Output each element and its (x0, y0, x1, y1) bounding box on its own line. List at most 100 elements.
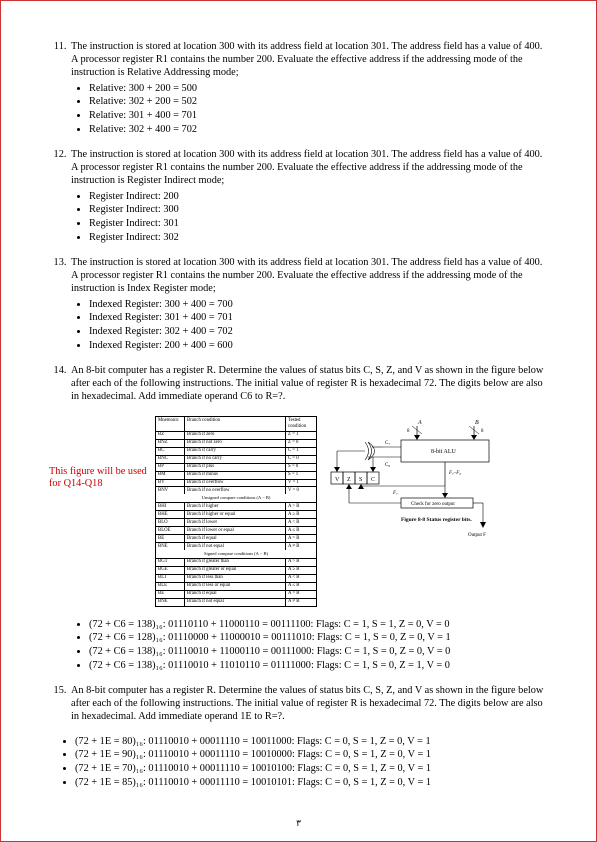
table-row: BZBranch if zeroZ = 1 (156, 432, 316, 440)
q14-answers: (72 + C6 = 138)₁₆: 01110110 + 11000110 =… (49, 619, 548, 673)
cell-mnemonic: BNE (156, 543, 185, 550)
table-row: BEBranch if equalA = B (156, 591, 316, 599)
q11-prompt: The instruction is stored at location 30… (71, 41, 542, 78)
cell-mnemonic: BNE (156, 599, 185, 606)
cell-mnemonic: BLOE (156, 527, 185, 534)
figure-wrap: Mnemonic Branch condition Tested conditi… (155, 416, 548, 607)
table-row: BCBranch if carryC = 1 (156, 448, 316, 456)
svg-text:V: V (335, 477, 340, 483)
label-c7: C₇ (385, 441, 390, 446)
table-row: BLTBranch if less thanA < B (156, 575, 316, 583)
question-list-2: An 8-bit computer has a register R. Dete… (49, 685, 548, 724)
label-b: B (475, 420, 479, 426)
cell-tested: V = 1 (286, 480, 316, 487)
hdr-condition: Branch condition (185, 417, 286, 431)
cell-tested: A = B (286, 535, 316, 542)
q12-opt-d: Register Indirect: 302 (89, 232, 548, 245)
alu-label: 8-bit ALU (431, 449, 456, 455)
cell-mnemonic: BLO (156, 519, 185, 526)
cell-tested: A = B (286, 591, 316, 598)
cell-condition: Branch if overflow (185, 480, 286, 487)
table-row: BVBranch if overflowV = 1 (156, 480, 316, 488)
table-block-2: BHIBranch if higherA > BBHEBranch if hig… (156, 503, 316, 550)
svg-text:S: S (359, 477, 362, 483)
question-13: The instruction is stored at location 30… (69, 257, 548, 353)
cell-condition: Branch if no overflow (185, 487, 286, 494)
svg-text:F₇–F₀: F₇–F₀ (448, 471, 461, 476)
table-row: BNVBranch if no overflowV = 0 (156, 487, 316, 494)
question-11: The instruction is stored at location 30… (69, 41, 548, 137)
cell-condition: Branch if not equal (185, 543, 286, 550)
q14-ans-c: (72 + C6 = 138)₁₆: 01110010 + 11000110 =… (89, 646, 548, 659)
question-14: An 8-bit computer has a register R. Dete… (69, 365, 548, 404)
label-c8: C₈ (385, 463, 390, 468)
q12-opt-c: Register Indirect: 301 (89, 218, 548, 231)
cell-condition: Branch if less or equal (185, 583, 286, 590)
cell-mnemonic: BNZ (156, 440, 185, 447)
cell-condition: Branch if carry (185, 448, 286, 455)
cell-tested: V = 0 (286, 487, 316, 494)
cell-tested: A ≤ B (286, 527, 316, 534)
table-row: BGTBranch if greater thanA > B (156, 559, 316, 567)
svg-text:Z: Z (347, 477, 351, 483)
table-row: BHEBranch if higher or equalA ≥ B (156, 511, 316, 519)
q15-ans-a: (72 + 1E = 80)₁₆: 01110010 + 00011110 = … (75, 736, 548, 749)
cell-mnemonic: BP (156, 464, 185, 471)
q13-prompt: The instruction is stored at location 30… (71, 257, 542, 294)
cell-tested: A > B (286, 559, 316, 566)
cell-condition: Branch if no carry (185, 456, 286, 463)
table-block-3: BGTBranch if greater thanA > BBGEBranch … (156, 559, 316, 606)
table-row: BNCBranch if no carryC = 0 (156, 456, 316, 464)
cell-tested: A < B (286, 519, 316, 526)
label-a: A (417, 420, 422, 426)
fig-caption: Figure 8-8 Status register bits. (401, 517, 472, 523)
table-header: Mnemonic Branch condition Tested conditi… (156, 417, 316, 432)
q11-options: Relative: 300 + 200 = 500 Relative: 302 … (71, 83, 548, 137)
table-row: BGEBranch if greater or equalA ≥ B (156, 567, 316, 575)
table-block-1: BZBranch if zeroZ = 1BNZBranch if not ze… (156, 432, 316, 495)
cell-tested: A ≥ B (286, 567, 316, 574)
cell-condition: Branch if equal (185, 591, 286, 598)
hdr-tested: Tested condition (286, 417, 316, 431)
cell-mnemonic: BV (156, 480, 185, 487)
table-section-2: Signed compare conditions (A − B) (156, 550, 316, 559)
q15-ans-c: (72 + 1E = 70)₁₆: 01110010 + 00011110 = … (75, 763, 548, 776)
figure-note: This figure will be used for Q14-Q18 (49, 466, 149, 492)
cell-condition: Branch if lower or equal (185, 527, 286, 534)
hdr-mnemonic: Mnemonic (156, 417, 185, 431)
cell-condition: Branch if less than (185, 575, 286, 582)
cell-tested: Z = 1 (286, 432, 316, 439)
cell-mnemonic: BE (156, 535, 185, 542)
svg-text:C: C (371, 477, 375, 483)
cell-mnemonic: BNC (156, 456, 185, 463)
table-row: BPBranch if plusS = 0 (156, 464, 316, 472)
cell-mnemonic: BGT (156, 559, 185, 566)
table-row: BMBranch if minusS = 1 (156, 472, 316, 480)
cell-mnemonic: BM (156, 472, 185, 479)
q15-ans-b: (72 + 1E = 90)₁₆: 01110010 + 00011110 = … (75, 749, 548, 762)
cell-condition: Branch if equal (185, 535, 286, 542)
q15-ans-d: (72 + 1E = 85)₁₆: 01110010 + 00011110 = … (75, 777, 548, 790)
table-row: BHIBranch if higherA > B (156, 503, 316, 511)
cell-tested: A ≠ B (286, 543, 316, 550)
q13-opt-c: Indexed Register: 302 + 400 = 702 (89, 326, 548, 339)
question-list: The instruction is stored at location 30… (49, 41, 548, 404)
branch-table: Mnemonic Branch condition Tested conditi… (155, 416, 317, 607)
cell-tested: C = 1 (286, 448, 316, 455)
cell-condition: Branch if not zero (185, 440, 286, 447)
page-number: ٣ (296, 818, 301, 829)
q14-ans-a: (72 + C6 = 138)₁₆: 01110110 + 11000110 =… (89, 619, 548, 632)
zero-check-label: Check for zero output (411, 502, 455, 507)
alu-diagram: A B 8 8 8-bit ALU (323, 416, 498, 546)
cell-mnemonic: BLT (156, 575, 185, 582)
table-row: BNZBranch if not zeroZ = 0 (156, 440, 316, 448)
document-page: The instruction is stored at location 30… (0, 0, 597, 842)
cell-mnemonic: BC (156, 448, 185, 455)
cell-mnemonic: BNV (156, 487, 185, 494)
cell-mnemonic: BHE (156, 511, 185, 518)
cell-tested: A ≠ B (286, 599, 316, 606)
cell-condition: Branch if not equal (185, 599, 286, 606)
cell-tested: A ≤ B (286, 583, 316, 590)
cell-condition: Branch if plus (185, 464, 286, 471)
cell-condition: Branch if higher or equal (185, 511, 286, 518)
